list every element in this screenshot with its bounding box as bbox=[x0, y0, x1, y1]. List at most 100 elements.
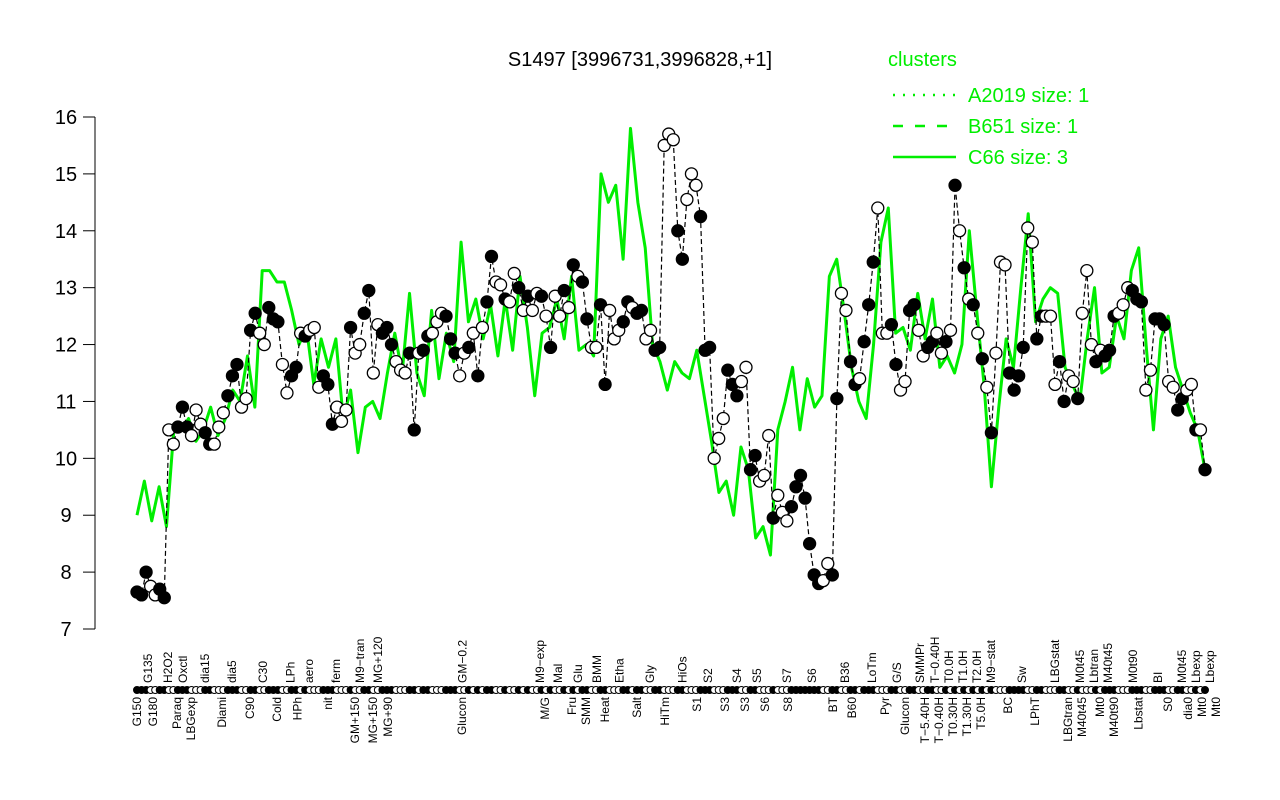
x-tick-label: BI bbox=[1151, 672, 1165, 683]
data-point bbox=[216, 406, 230, 420]
x-tick-label: Mt0 bbox=[1093, 697, 1107, 717]
x-tick-label: HiTm bbox=[658, 697, 672, 726]
data-point bbox=[253, 326, 267, 340]
data-point bbox=[780, 514, 794, 528]
data-point bbox=[1012, 369, 1026, 383]
x-tick-label: H2O2 bbox=[161, 651, 175, 683]
x-tick-label: M9−exp bbox=[533, 640, 547, 683]
data-points bbox=[130, 127, 1212, 605]
x-tick-label: MG+90 bbox=[381, 697, 395, 737]
data-point bbox=[943, 323, 958, 337]
data-point bbox=[1030, 332, 1044, 346]
y-tick-label: 12 bbox=[55, 335, 77, 357]
x-tick-label: Lbstat bbox=[1131, 696, 1145, 729]
x-tick-label: B36 bbox=[838, 661, 852, 683]
data-point bbox=[493, 278, 508, 292]
x-tick-label: S5 bbox=[750, 668, 764, 683]
x-tick-labels: G135 H2O2 Oxctl dia15 dia5 C30 LPh aero ferm M9−t… bbox=[130, 636, 1223, 743]
data-point bbox=[830, 391, 844, 406]
data-point bbox=[525, 303, 540, 318]
x-tick-label: S7 bbox=[780, 668, 794, 683]
data-point bbox=[871, 201, 885, 215]
x-tick-label: Lbexp bbox=[1189, 650, 1203, 683]
x-tick-label: ferm bbox=[329, 659, 343, 683]
x-tick-label: S1 bbox=[690, 697, 704, 712]
data-point bbox=[721, 363, 735, 377]
data-point bbox=[280, 386, 294, 400]
data-point bbox=[353, 337, 367, 352]
data-point bbox=[675, 252, 690, 266]
data-point bbox=[1193, 423, 1208, 437]
x-tick-label: G/S bbox=[890, 662, 904, 683]
data-point bbox=[157, 591, 171, 605]
y-tick-label: 10 bbox=[55, 448, 77, 470]
y-tick-label: 9 bbox=[60, 505, 71, 527]
data-point bbox=[262, 300, 276, 315]
x-tick-label: M0t90 bbox=[1126, 649, 1140, 683]
x-tick-label: C30 bbox=[256, 661, 270, 683]
data-point bbox=[334, 414, 349, 429]
x-tick-label: MG+120 bbox=[371, 636, 385, 683]
x-tick-label: LBGtran bbox=[1061, 697, 1075, 742]
x-tick-label: M0t45 bbox=[1073, 649, 1087, 683]
data-point bbox=[221, 389, 235, 403]
data-point bbox=[730, 389, 744, 403]
data-point bbox=[248, 306, 262, 320]
x-tick-label: G135 bbox=[141, 653, 155, 683]
data-point bbox=[512, 281, 526, 295]
x-tick-label: LBGstat bbox=[1048, 639, 1062, 683]
data-point bbox=[934, 346, 949, 360]
x-tick-label: GM+150 bbox=[348, 697, 362, 744]
data-point bbox=[1043, 309, 1058, 323]
data-point bbox=[471, 369, 485, 383]
x-tick-label: Oxctl bbox=[176, 656, 190, 683]
data-point bbox=[289, 360, 303, 374]
x-tick-label: S4 bbox=[730, 668, 744, 683]
data-point bbox=[134, 588, 149, 602]
data-point bbox=[484, 249, 499, 264]
x-tick-label: LPh bbox=[283, 662, 297, 683]
data-point bbox=[366, 366, 380, 380]
legend: clusters A2019 size: 1 B651 size: 1 C66 si… bbox=[888, 49, 1089, 169]
data-point bbox=[507, 266, 521, 281]
y-tick-label: 15 bbox=[55, 164, 77, 186]
x-tick-label: T−5.40H bbox=[918, 697, 932, 743]
condition-markers bbox=[133, 686, 1209, 694]
condition-marker bbox=[1201, 686, 1209, 694]
data-point bbox=[207, 437, 221, 451]
x-tick-label: T0.0H bbox=[942, 650, 956, 683]
data-point bbox=[634, 303, 649, 318]
data-point bbox=[257, 337, 271, 352]
x-tick-label: SMMPr bbox=[913, 643, 927, 683]
data-point bbox=[952, 224, 967, 238]
data-point bbox=[771, 488, 785, 502]
x-tick-label: Paraq bbox=[170, 697, 184, 729]
data-point bbox=[598, 377, 612, 392]
data-point bbox=[212, 420, 226, 434]
x-tick-label: T5.0H bbox=[974, 697, 988, 730]
x-tick-label: Heat bbox=[598, 696, 612, 722]
data-point bbox=[1048, 377, 1062, 392]
x-tick-label: Glucon bbox=[898, 697, 912, 735]
data-point bbox=[1080, 263, 1094, 278]
x-tick-label: S6 bbox=[805, 668, 819, 683]
x-tick-label: G180 bbox=[146, 697, 160, 727]
data-point bbox=[1166, 380, 1180, 394]
data-point bbox=[616, 315, 630, 329]
data-point bbox=[1171, 403, 1185, 417]
data-point bbox=[712, 431, 726, 446]
data-point bbox=[689, 178, 703, 192]
data-point bbox=[984, 426, 999, 440]
data-point bbox=[480, 295, 494, 309]
data-point bbox=[1057, 394, 1071, 409]
data-point bbox=[184, 428, 199, 443]
x-tick-label: M0t45 bbox=[1175, 649, 1189, 683]
y-tick-label: 13 bbox=[55, 278, 77, 300]
data-point bbox=[343, 320, 358, 335]
data-point bbox=[166, 437, 181, 451]
legend-entry: B651 size: 1 bbox=[968, 116, 1078, 138]
data-point bbox=[225, 369, 240, 383]
x-tick-label: BMM bbox=[590, 655, 604, 683]
x-tick-label: T1.0H bbox=[956, 650, 970, 683]
x-tick-label: MG+150 bbox=[366, 697, 380, 744]
